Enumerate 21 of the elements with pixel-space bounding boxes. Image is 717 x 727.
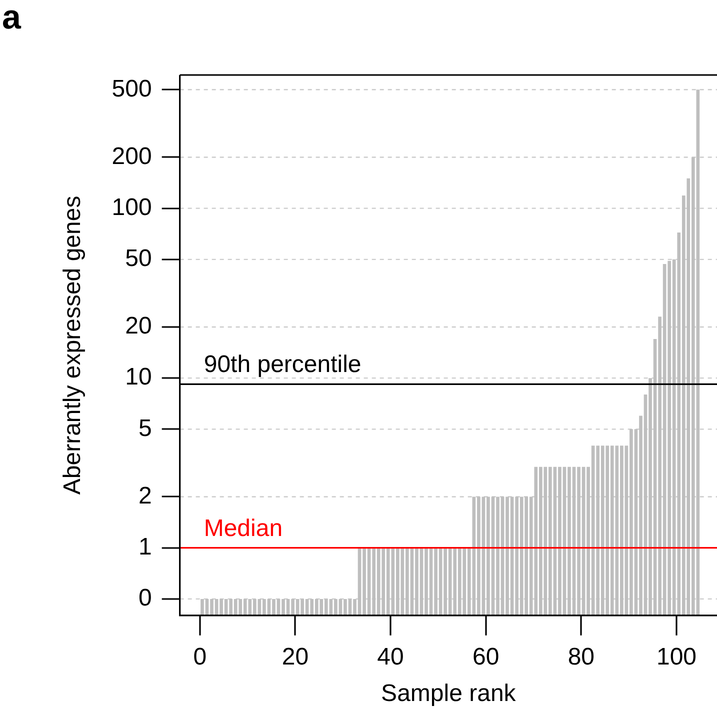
x-tick-label: 20	[282, 643, 309, 670]
y-tick-label: 10	[125, 364, 152, 391]
y-axis-title: Aberrantly expressed genes	[59, 196, 86, 495]
y-tick-label: 50	[125, 245, 152, 272]
x-tick-label: 40	[377, 643, 404, 670]
ref-line-label: Median	[204, 514, 283, 542]
x-tick-label: 0	[193, 643, 207, 670]
y-tick-label: 1	[138, 533, 152, 560]
ref-line-label: 90th percentile	[204, 351, 362, 378]
text: a	[2, 0, 22, 36]
y-tick-label: 500	[112, 75, 152, 102]
y-tick-label: 2	[138, 482, 152, 510]
y-tick-label: 0	[138, 584, 152, 612]
x-axis-title: Sample rank	[381, 680, 517, 708]
y-tick-label: 100	[112, 194, 152, 221]
x-tick-label: 100	[656, 643, 697, 670]
y-tick-label: 200	[112, 142, 152, 170]
y-tick-label: 20	[125, 312, 152, 340]
x-tick-label: 80	[568, 643, 595, 670]
y-tick-label: 5	[138, 414, 152, 442]
x-tick-label: 60	[472, 643, 500, 670]
